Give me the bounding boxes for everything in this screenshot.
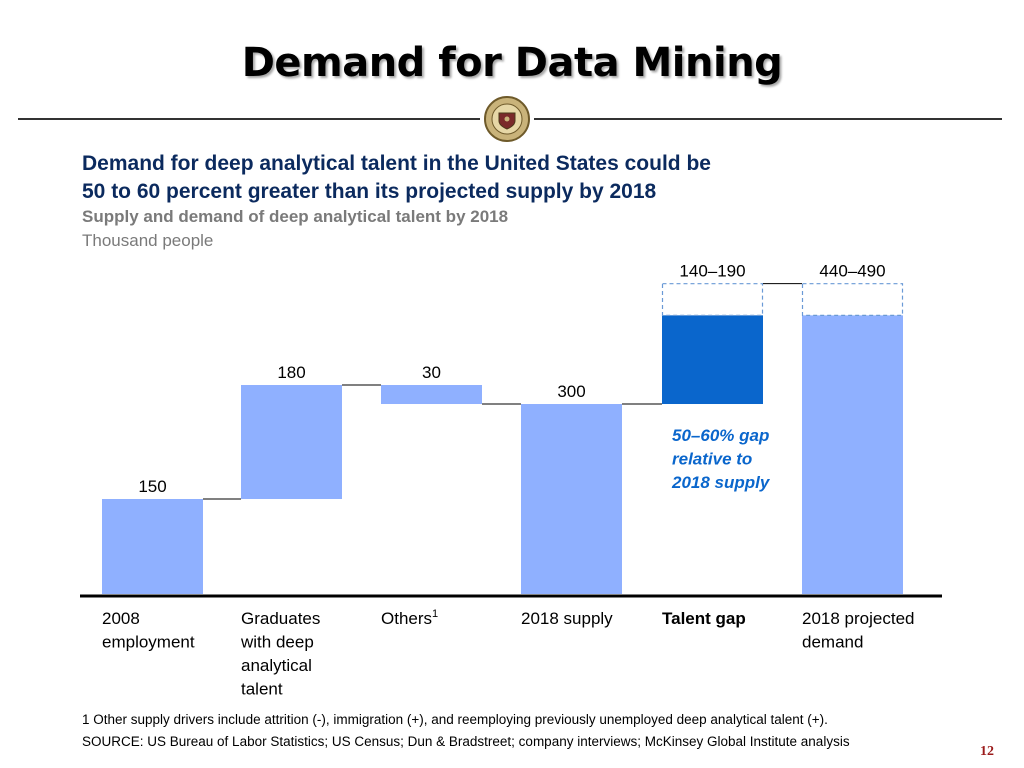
bar-value-label: 150 bbox=[138, 477, 166, 496]
bar-value-label: 440–490 bbox=[819, 262, 885, 281]
bar-4 bbox=[521, 404, 622, 594]
university-seal-icon bbox=[484, 96, 530, 142]
page-number: 12 bbox=[980, 744, 994, 759]
category-label: demand bbox=[802, 633, 863, 652]
footnote: 1 Other supply drivers include attrition… bbox=[82, 712, 828, 727]
category-label: Graduates bbox=[241, 609, 320, 628]
category-label: with deep bbox=[240, 633, 314, 652]
headline-line: Demand for deep analytical talent in the… bbox=[82, 152, 711, 175]
bar-5 bbox=[662, 315, 763, 405]
chart-headline: Demand for deep analytical talent in the… bbox=[82, 150, 842, 206]
bar-2 bbox=[241, 385, 342, 500]
slide-title: Demand for Data Mining bbox=[241, 40, 783, 86]
gap-annotation: 50–60% gap bbox=[672, 426, 769, 445]
category-label: analytical bbox=[241, 656, 312, 675]
footnote-marker: 1 bbox=[432, 608, 438, 620]
category-label: 2018 supply bbox=[521, 609, 613, 628]
headline-line: 50 to 60 percent greater than its projec… bbox=[82, 180, 657, 203]
category-label: talent bbox=[241, 680, 283, 699]
category-label: Talent gap bbox=[662, 609, 746, 628]
chart-subtitle: Supply and demand of deep analytical tal… bbox=[82, 207, 509, 226]
gap-annotation: relative to bbox=[672, 450, 752, 469]
bar-range-5 bbox=[661, 283, 764, 316]
bar-6 bbox=[802, 315, 903, 594]
bar-value-label: 300 bbox=[557, 382, 585, 401]
bar-value-label: 140–190 bbox=[679, 262, 745, 281]
gap-annotation: 2018 supply bbox=[671, 473, 771, 492]
bar-3 bbox=[381, 385, 482, 405]
category-label: employment bbox=[102, 633, 195, 652]
bar-value-label: 30 bbox=[422, 363, 441, 382]
category-label: Others1 bbox=[381, 608, 438, 628]
bar-1 bbox=[102, 499, 203, 594]
y-units-label: Thousand people bbox=[82, 231, 214, 250]
category-label: 2008 bbox=[102, 609, 140, 628]
category-label: 2018 projected bbox=[802, 609, 914, 628]
bar-value-label: 180 bbox=[277, 363, 305, 382]
source-note: SOURCE: US Bureau of Labor Statistics; U… bbox=[82, 734, 850, 749]
title-rule-left bbox=[18, 118, 480, 120]
title-rule-right bbox=[534, 118, 1002, 120]
bar-range-6 bbox=[801, 283, 904, 316]
